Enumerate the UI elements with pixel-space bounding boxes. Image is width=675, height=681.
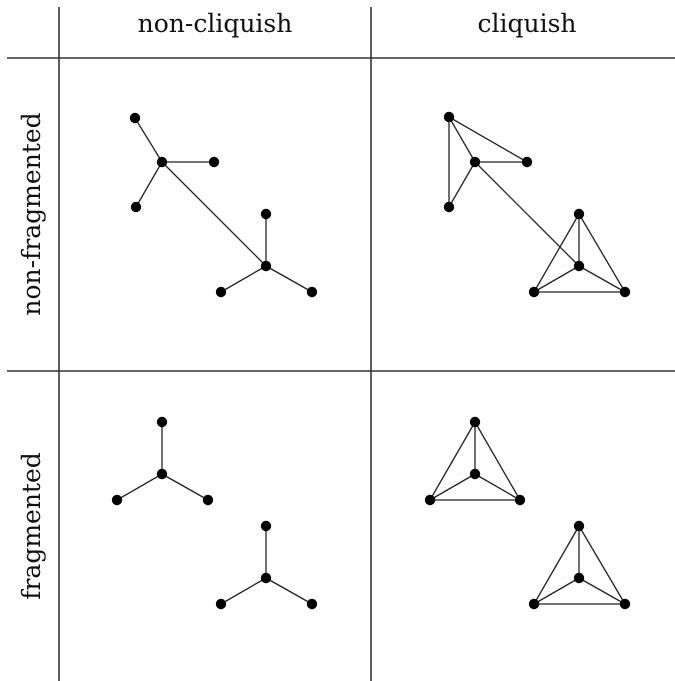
graph-edge (220, 577, 267, 605)
graph-edge (578, 213, 626, 293)
graph-edge (578, 577, 626, 605)
graph-node (619, 598, 631, 610)
graph-node (129, 112, 141, 124)
graph-edge (134, 117, 163, 163)
row-header-fragmented: fragmented (17, 452, 46, 600)
graph-node (215, 286, 227, 298)
graph-edge (265, 577, 313, 605)
graph-node (619, 286, 631, 298)
graph-node (202, 494, 214, 506)
panel-fragmented-cliquish (424, 416, 631, 610)
graph-edge (116, 473, 163, 501)
panel-fragmented-non-cliquish (111, 416, 318, 610)
graph-edge (220, 265, 267, 293)
graph-edge (474, 161, 580, 267)
graph-node (130, 201, 142, 213)
graph-edge (448, 116, 528, 163)
graph-edge (474, 473, 521, 501)
panel-non-fragmented-non-cliquish (129, 112, 318, 298)
graph-edge (578, 265, 626, 293)
row-header-non-fragmented: non-fragmented (17, 112, 46, 315)
graph-node (573, 260, 585, 272)
graph-edge (265, 265, 313, 293)
graph-node (514, 494, 526, 506)
graph-node (469, 416, 481, 428)
graph-node (521, 156, 533, 168)
graph-edge (578, 525, 626, 605)
graph-node (424, 494, 436, 506)
graph-node (573, 572, 585, 584)
graph-node (111, 494, 123, 506)
graph-edge (161, 473, 209, 501)
panel-non-fragmented-cliquish (443, 111, 631, 298)
graph-edge (429, 473, 476, 501)
graph-node (260, 208, 272, 220)
graph-node (156, 468, 168, 480)
graph-node (573, 520, 585, 532)
graph-node (260, 520, 272, 532)
column-header-cliquish: cliquish (477, 9, 576, 38)
graph-node (156, 416, 168, 428)
graph-edge (533, 213, 580, 293)
graph-node (469, 468, 481, 480)
graph-edge (161, 161, 267, 267)
graph-edge (533, 577, 580, 605)
graph-node (208, 156, 220, 168)
graph-edge (474, 421, 521, 501)
graph-edge (533, 525, 580, 605)
graph-edge (448, 161, 476, 208)
graph-node (443, 111, 455, 123)
graph-node (528, 286, 540, 298)
graph-node (215, 598, 227, 610)
graph-edge (448, 116, 476, 163)
graph-node (469, 156, 481, 168)
graph-node (573, 208, 585, 220)
graph-node (306, 598, 318, 610)
graph-edge (533, 265, 580, 293)
graph-node (260, 572, 272, 584)
graph-edge (135, 161, 163, 208)
graph-node (306, 286, 318, 298)
graph-node (528, 598, 540, 610)
graph-node (156, 156, 168, 168)
column-header-non-cliquish: non-cliquish (138, 9, 293, 38)
graph-node (443, 201, 455, 213)
graph-node (260, 260, 272, 272)
graph-edge (429, 421, 476, 501)
